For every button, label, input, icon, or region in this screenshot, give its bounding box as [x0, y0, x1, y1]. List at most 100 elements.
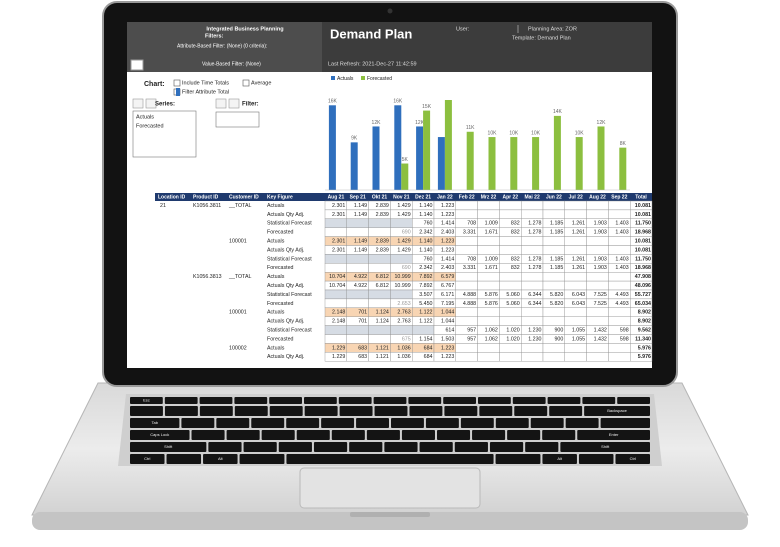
- key[interactable]: [530, 418, 564, 428]
- key[interactable]: [436, 430, 471, 440]
- key[interactable]: [164, 406, 198, 416]
- key[interactable]: [251, 418, 285, 428]
- key[interactable]: [269, 406, 303, 416]
- key[interactable]: [269, 397, 302, 404]
- key[interactable]: [199, 406, 233, 416]
- filter-input[interactable]: [215, 111, 260, 128]
- key[interactable]: [313, 442, 348, 452]
- key-label: Backspace: [607, 408, 627, 413]
- key[interactable]: [547, 397, 581, 404]
- key[interactable]: [366, 430, 400, 440]
- key[interactable]: [507, 430, 541, 440]
- key[interactable]: [391, 418, 424, 428]
- key[interactable]: [549, 406, 583, 416]
- cell-value: 1.414: [441, 256, 454, 262]
- key[interactable]: [286, 418, 320, 428]
- key[interactable]: [419, 442, 453, 452]
- key[interactable]: [425, 418, 459, 428]
- cell: [542, 236, 565, 246]
- key[interactable]: [409, 406, 443, 416]
- key[interactable]: [304, 406, 338, 416]
- key[interactable]: [373, 397, 407, 404]
- key[interactable]: [615, 454, 650, 464]
- key[interactable]: [495, 418, 529, 428]
- key[interactable]: [479, 406, 513, 416]
- key[interactable]: [443, 397, 476, 404]
- key[interactable]: [401, 430, 435, 440]
- key[interactable]: [512, 397, 546, 404]
- key[interactable]: [191, 430, 225, 440]
- key[interactable]: [296, 430, 330, 440]
- key[interactable]: [489, 442, 524, 452]
- cell-value: 6.171: [441, 292, 454, 298]
- bar: [437, 137, 445, 190]
- key[interactable]: [478, 397, 511, 404]
- key[interactable]: [495, 454, 541, 464]
- key[interactable]: [199, 397, 233, 404]
- icon-button[interactable]: [215, 98, 227, 109]
- key[interactable]: [338, 397, 372, 404]
- series-list[interactable]: [132, 110, 197, 158]
- key[interactable]: [600, 418, 650, 428]
- filter-icon[interactable]: [176, 88, 180, 96]
- key[interactable]: [181, 418, 215, 428]
- key[interactable]: [582, 397, 616, 404]
- cell-value: 1.503: [441, 336, 454, 342]
- key[interactable]: [261, 430, 295, 440]
- key[interactable]: [239, 454, 285, 464]
- key[interactable]: [304, 397, 337, 404]
- key[interactable]: [130, 454, 165, 464]
- key[interactable]: [164, 397, 198, 404]
- key[interactable]: [130, 397, 163, 404]
- key[interactable]: [542, 454, 577, 464]
- cell-value: 1.124: [376, 319, 389, 325]
- cell: [324, 325, 347, 335]
- key[interactable]: [374, 406, 408, 416]
- checkbox[interactable]: [173, 79, 181, 87]
- key[interactable]: [226, 430, 260, 440]
- key[interactable]: [130, 442, 207, 452]
- key[interactable]: [578, 454, 614, 464]
- key[interactable]: [208, 442, 242, 452]
- icon-button[interactable]: [228, 98, 240, 109]
- key[interactable]: [130, 418, 180, 428]
- checkbox[interactable]: [242, 79, 250, 87]
- column-header: Key Figure: [267, 195, 293, 201]
- key[interactable]: [560, 442, 650, 452]
- key[interactable]: [130, 406, 163, 416]
- key[interactable]: [356, 418, 389, 428]
- key[interactable]: [331, 430, 365, 440]
- key[interactable]: [384, 442, 418, 452]
- key[interactable]: [286, 454, 494, 464]
- key[interactable]: [234, 406, 268, 416]
- key[interactable]: [166, 454, 202, 464]
- key[interactable]: [525, 442, 559, 452]
- icon-button[interactable]: [132, 98, 144, 109]
- key[interactable]: [278, 442, 312, 452]
- key[interactable]: [321, 418, 355, 428]
- cell: [499, 200, 522, 211]
- key[interactable]: [349, 442, 383, 452]
- key[interactable]: [514, 406, 548, 416]
- key[interactable]: [472, 430, 506, 440]
- key[interactable]: [408, 397, 442, 404]
- key[interactable]: [203, 454, 238, 464]
- key[interactable]: [339, 406, 373, 416]
- key[interactable]: [444, 406, 478, 416]
- cell-value: 6.344: [528, 301, 541, 307]
- icon-button[interactable]: [145, 98, 157, 109]
- key[interactable]: [216, 418, 250, 428]
- key[interactable]: [577, 430, 650, 440]
- key[interactable]: [130, 430, 190, 440]
- key[interactable]: [454, 442, 488, 452]
- key[interactable]: [234, 397, 268, 404]
- bar-label: 10K: [509, 130, 519, 136]
- key[interactable]: [584, 406, 650, 416]
- key[interactable]: [460, 418, 494, 428]
- key[interactable]: [617, 397, 650, 404]
- key[interactable]: [565, 418, 599, 428]
- key[interactable]: [542, 430, 576, 440]
- cell-value: 1.223: [441, 212, 454, 218]
- sheet-button[interactable]: [130, 59, 144, 71]
- key[interactable]: [243, 442, 277, 452]
